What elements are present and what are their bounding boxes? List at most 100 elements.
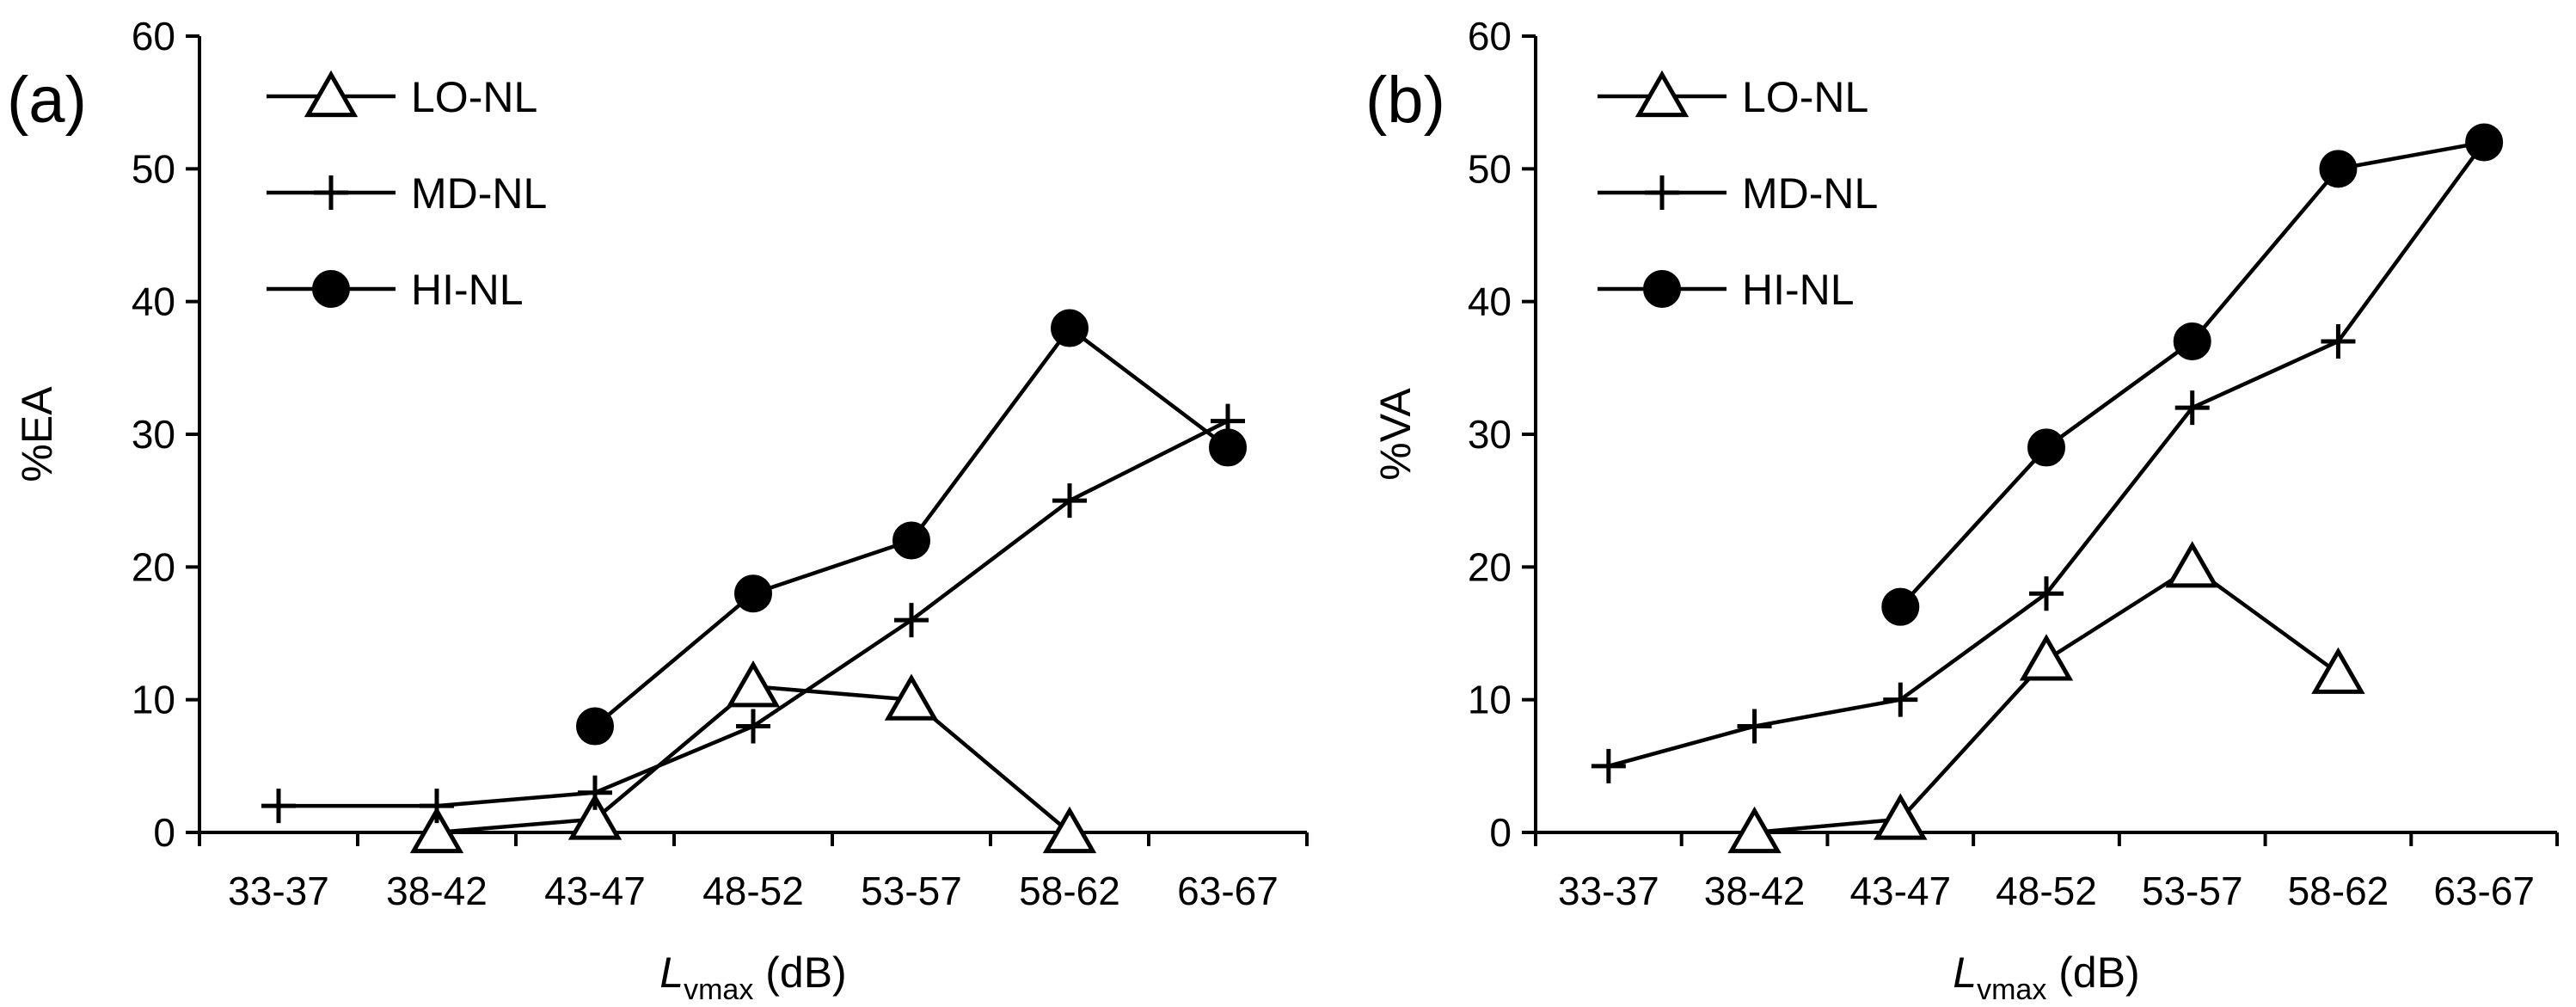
x-axis-label-main: L bbox=[659, 949, 684, 997]
data-point bbox=[578, 775, 612, 810]
data-point bbox=[567, 793, 623, 840]
data-point bbox=[2321, 323, 2356, 359]
legend-marker bbox=[314, 175, 348, 210]
data-point bbox=[409, 806, 464, 854]
legend-marker bbox=[1643, 270, 1681, 308]
x-axis-label-sub: vmax bbox=[1977, 973, 2046, 1006]
data-point bbox=[2029, 576, 2064, 611]
x-axis-label-unit: (dB) bbox=[2046, 949, 2139, 997]
series-hi-nl bbox=[576, 309, 1247, 746]
legend-entry: LO-NL bbox=[1598, 70, 1868, 121]
data-point bbox=[2019, 634, 2074, 681]
legend-marker bbox=[1645, 175, 1679, 210]
panel-label: (a) bbox=[7, 64, 87, 137]
legend-label: MD-NL bbox=[1742, 169, 1878, 218]
legend-label: HI-NL bbox=[1742, 266, 1855, 314]
data-point bbox=[2319, 150, 2358, 188]
legend-marker bbox=[312, 270, 350, 308]
x-axis-label: Lvmax (dB) bbox=[1953, 949, 2139, 1006]
y-tick-label: 0 bbox=[153, 810, 175, 855]
data-point bbox=[736, 709, 770, 744]
y-tick-label: 50 bbox=[1468, 146, 1512, 191]
x-tick-label: 38-42 bbox=[386, 869, 488, 913]
chart-panel-b: (b) 0 10 20 30 40 50 60 33-37 38-42 43-47 48-52 53-5… bbox=[1365, 14, 2559, 1006]
x-tick-label: 58-62 bbox=[2288, 869, 2389, 913]
data-point bbox=[1591, 748, 1626, 783]
x-tick-label: 38-42 bbox=[1704, 869, 1806, 913]
y-tick-label: 60 bbox=[1468, 14, 1512, 58]
x-axis-label-sub: vmax bbox=[684, 973, 753, 1006]
series-lo-nl bbox=[1727, 541, 2365, 854]
y-tick-label: 40 bbox=[132, 279, 175, 324]
data-point bbox=[261, 789, 296, 824]
data-point bbox=[2465, 123, 2504, 162]
data-point bbox=[2173, 322, 2211, 360]
data-point bbox=[892, 521, 930, 560]
chart-panel-a: (a) 0 10 20 30 40 50 60 33-37 38-42 43-47 48-52 53-5… bbox=[7, 14, 1309, 1006]
x-tick-label: 43-47 bbox=[544, 869, 646, 913]
data-point bbox=[734, 574, 772, 613]
x-tick-label: 43-47 bbox=[1849, 869, 1951, 913]
x-tick-label: 33-37 bbox=[1558, 869, 1659, 913]
legend-entry: LO-NL bbox=[267, 70, 537, 121]
data-point bbox=[726, 660, 781, 708]
data-point bbox=[1881, 587, 1920, 626]
data-point bbox=[884, 673, 939, 721]
x-axis-label-main: L bbox=[1953, 949, 1977, 997]
series-line bbox=[436, 684, 1071, 835]
data-point bbox=[1052, 483, 1087, 519]
legend-label: LO-NL bbox=[411, 73, 537, 121]
y-tick-label: 50 bbox=[132, 146, 175, 191]
x-tick-label: 63-67 bbox=[2433, 869, 2535, 913]
y-tick-label: 20 bbox=[1468, 544, 1512, 589]
legend-entry: MD-NL bbox=[1598, 169, 1878, 218]
series-lo-nl bbox=[409, 660, 1097, 854]
data-point bbox=[894, 603, 929, 638]
legend-label: MD-NL bbox=[411, 169, 547, 218]
legend-label: LO-NL bbox=[1742, 73, 1868, 121]
data-point bbox=[1727, 806, 1782, 854]
x-tick-label: 63-67 bbox=[1177, 869, 1279, 913]
data-point bbox=[1737, 709, 1772, 744]
x-tick-label: 58-62 bbox=[1019, 869, 1120, 913]
y-axis-label: %EA bbox=[13, 386, 61, 482]
x-tick-label: 48-52 bbox=[1996, 869, 2097, 913]
series-hi-nl bbox=[1881, 123, 2504, 626]
data-point bbox=[420, 789, 454, 824]
data-point bbox=[576, 707, 614, 746]
y-tick-label: 10 bbox=[132, 678, 175, 722]
y-tick-label: 60 bbox=[132, 14, 175, 58]
data-point bbox=[1883, 682, 1918, 717]
data-point bbox=[2027, 428, 2065, 467]
legend-entry: HI-NL bbox=[1598, 266, 1855, 314]
x-axis-label: Lvmax (dB) bbox=[659, 949, 846, 1006]
y-axis-label: %VA bbox=[1371, 388, 1420, 481]
legend-entry: HI-NL bbox=[267, 266, 524, 314]
data-point bbox=[1874, 793, 1928, 840]
y-tick-label: 20 bbox=[132, 544, 175, 589]
series-md-nl bbox=[261, 403, 1245, 824]
series-line bbox=[1898, 140, 2485, 609]
data-point bbox=[2165, 541, 2219, 588]
legend-entry: MD-NL bbox=[267, 169, 547, 218]
x-tick-label: 33-37 bbox=[228, 869, 329, 913]
legend-label: HI-NL bbox=[411, 266, 524, 314]
x-tick-label: 53-57 bbox=[861, 869, 962, 913]
data-point bbox=[1042, 806, 1097, 854]
data-point bbox=[2311, 647, 2365, 694]
y-tick-label: 30 bbox=[132, 412, 175, 457]
legend-marker bbox=[304, 70, 359, 118]
y-tick-label: 40 bbox=[1468, 279, 1512, 324]
data-point bbox=[2174, 390, 2210, 426]
series-line bbox=[279, 419, 1230, 808]
x-axis-label-unit: (dB) bbox=[753, 949, 846, 997]
data-point bbox=[1209, 428, 1247, 467]
legend-marker bbox=[1635, 70, 1690, 118]
x-tick-label: 48-52 bbox=[702, 869, 804, 913]
y-tick-label: 30 bbox=[1468, 412, 1512, 457]
x-tick-label: 53-57 bbox=[2142, 869, 2243, 913]
y-tick-label: 0 bbox=[1489, 810, 1512, 855]
y-tick-label: 10 bbox=[1468, 678, 1512, 722]
panel-label: (b) bbox=[1365, 64, 1445, 137]
